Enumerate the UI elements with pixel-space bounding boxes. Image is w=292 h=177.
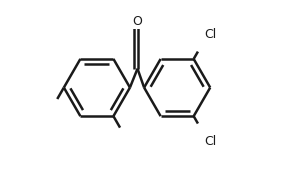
- Text: Cl: Cl: [204, 135, 217, 148]
- Text: O: O: [133, 15, 142, 28]
- Text: Cl: Cl: [204, 28, 217, 41]
